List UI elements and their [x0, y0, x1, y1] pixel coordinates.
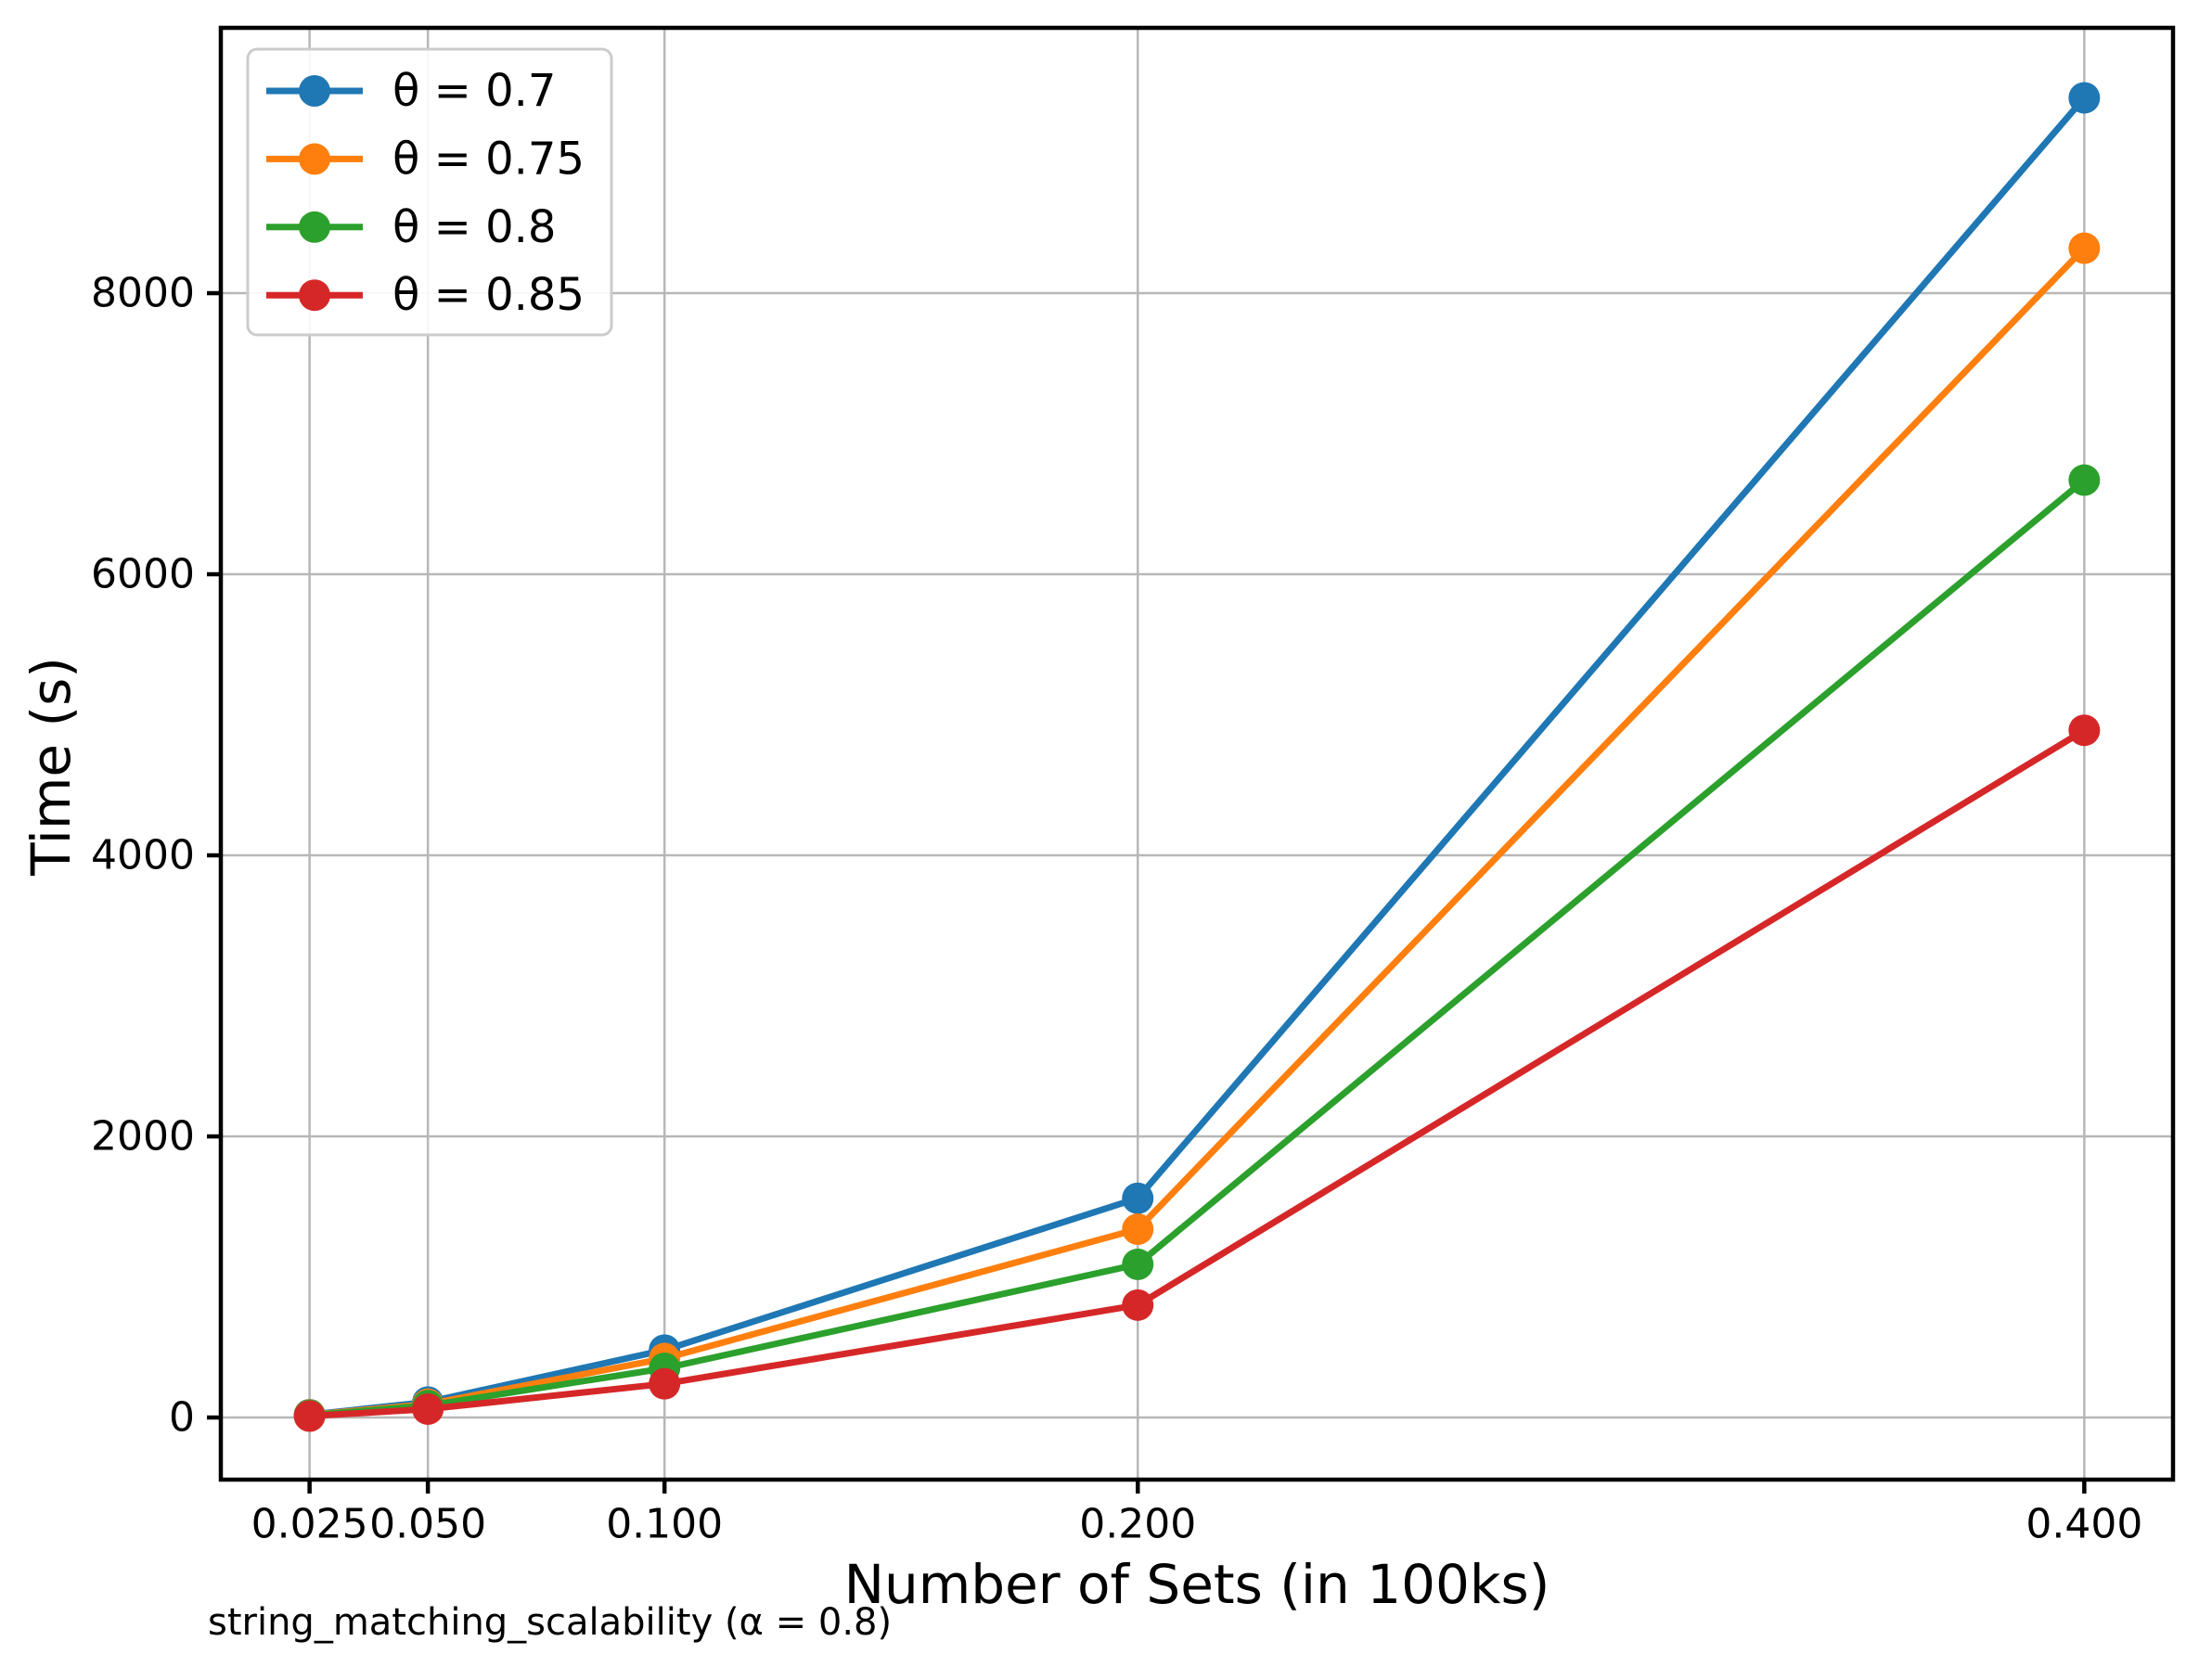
series-0.85	[293, 714, 2101, 1432]
legend-entry: θ = 0.75	[266, 133, 585, 185]
x-axis-label: Number of Sets (in 100ks)	[844, 1553, 1550, 1616]
legend-entry-label: θ = 0.8	[392, 201, 556, 253]
y-tick-label: 2000	[91, 1113, 195, 1161]
x-tick-label: 0.025	[251, 1501, 368, 1548]
data-point	[2068, 714, 2101, 747]
legend-handle-marker	[299, 75, 330, 107]
data-point	[1122, 1213, 1154, 1246]
legend-handle-marker	[299, 211, 330, 243]
legend-handle-marker	[299, 143, 330, 175]
legend-entry: θ = 0.85	[266, 269, 585, 321]
data-line	[306, 245, 2088, 1418]
data-point	[2068, 82, 2101, 114]
y-tick-label: 0	[169, 1394, 195, 1442]
x-tick-label: 0.400	[2025, 1501, 2142, 1548]
data-point	[2068, 232, 2101, 264]
legend-entry: θ = 0.7	[266, 65, 556, 117]
data-point	[1122, 1289, 1154, 1321]
axes-frame	[218, 25, 2176, 1482]
data-line	[306, 477, 2088, 1419]
series-0.75	[293, 232, 2101, 1431]
data-point	[1122, 1182, 1154, 1214]
legend: θ = 0.7 θ = 0.75 θ = 0.8 θ = 0.85	[246, 47, 613, 337]
x-tick-label: 0.050	[369, 1501, 486, 1548]
legend-entry: θ = 0.8	[266, 201, 556, 253]
data-point	[412, 1392, 444, 1425]
legend-box	[246, 47, 613, 337]
data-point	[1122, 1248, 1154, 1280]
data-point	[293, 1400, 326, 1432]
y-tick-label: 6000	[91, 551, 195, 598]
x-tick-label: 0.200	[1079, 1501, 1196, 1548]
y-tick-label: 4000	[91, 832, 195, 879]
y-axis-label: Time (s)	[19, 657, 83, 877]
tick-layer: 0.025 0.050 0.100 0.200 0.400 0 2000 4000 6000 80…	[91, 270, 2142, 1548]
series-layer	[293, 82, 2101, 1432]
data-line	[306, 726, 2088, 1420]
y-tick-label: 8000	[91, 270, 195, 317]
legend-entry-label: θ = 0.7	[392, 65, 556, 117]
data-point	[649, 1367, 681, 1400]
legend-entry-label: θ = 0.75	[392, 133, 585, 185]
plot-border	[218, 25, 2176, 1482]
data-point	[2068, 464, 2101, 496]
series-0.8	[293, 464, 2101, 1431]
x-tick-label: 0.100	[606, 1501, 723, 1548]
legend-entry-label: θ = 0.85	[392, 269, 585, 321]
caption: string_matching_scalability (α = 0.8)	[208, 1601, 892, 1644]
legend-handle-marker	[299, 279, 330, 312]
